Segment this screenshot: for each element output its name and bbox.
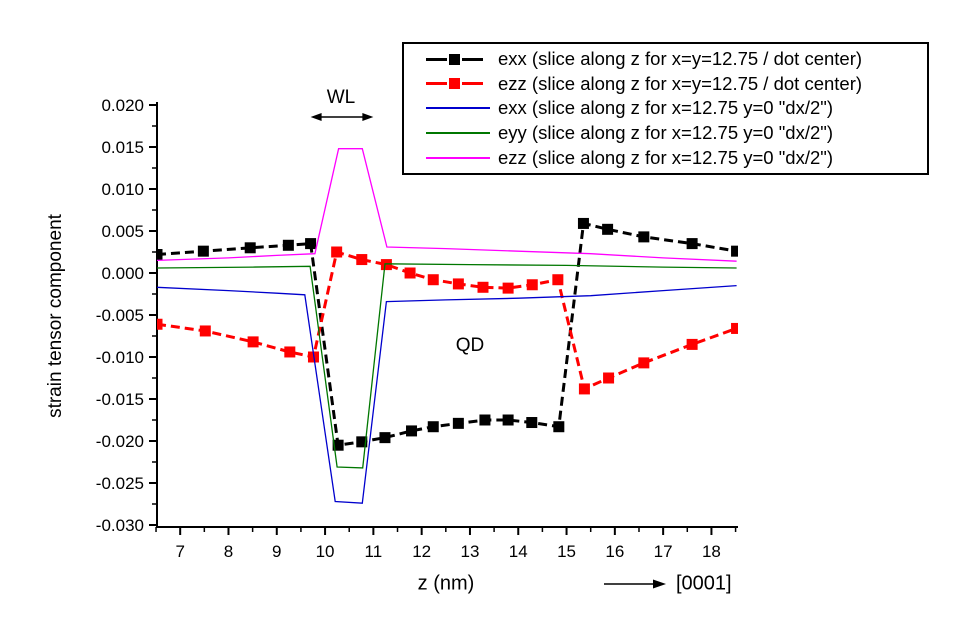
wl-arrowhead-right-icon bbox=[362, 113, 374, 121]
x-tick-label: 16 bbox=[605, 542, 624, 561]
x-tick-label: 15 bbox=[557, 542, 576, 561]
y-tick-label: 0.010 bbox=[101, 180, 144, 199]
wl-arrowhead-left-icon bbox=[310, 113, 322, 121]
series-marker bbox=[477, 281, 489, 293]
x-tick-label: 18 bbox=[702, 542, 721, 561]
series-marker bbox=[603, 372, 615, 384]
legend-sample-dash-square-icon bbox=[426, 78, 494, 90]
series-marker bbox=[686, 238, 698, 250]
series-marker bbox=[526, 417, 538, 429]
legend-sample-line-icon bbox=[426, 132, 494, 135]
series-line bbox=[157, 263, 737, 469]
series-marker bbox=[638, 231, 650, 243]
series-marker bbox=[157, 318, 163, 330]
y-tick-label: -0.010 bbox=[96, 348, 144, 367]
x-tick-label: 12 bbox=[412, 542, 431, 561]
series-marker bbox=[332, 439, 344, 451]
legend-item-exx-dx2: exx (slice along z for x=12.75 y=0 "dx/2… bbox=[426, 96, 927, 121]
series-line bbox=[157, 284, 737, 504]
series-marker bbox=[284, 346, 296, 358]
series-marker bbox=[452, 417, 464, 429]
y-tick-label: -0.020 bbox=[96, 432, 144, 451]
series-marker bbox=[638, 357, 650, 369]
x-tick-label: 14 bbox=[509, 542, 528, 561]
series-marker bbox=[502, 414, 514, 426]
series-marker bbox=[199, 325, 211, 337]
series-marker bbox=[379, 432, 391, 444]
series-marker bbox=[552, 274, 564, 286]
legend-label: exx (slice along z for x=12.75 y=0 "dx/2… bbox=[498, 97, 833, 119]
series-marker bbox=[502, 282, 514, 294]
x-tick-label: 7 bbox=[175, 542, 184, 561]
series-marker bbox=[247, 336, 259, 348]
x-tick-label: 10 bbox=[316, 542, 335, 561]
legend-item-ezz-dot-center: ezz (slice along z for x=y=12.75 / dot c… bbox=[426, 72, 927, 97]
legend-sample-line-icon bbox=[426, 107, 494, 110]
legend-box: exx (slice along z for x=y=12.75 / dot c… bbox=[402, 42, 929, 175]
legend-item-exx-dot-center: exx (slice along z for x=y=12.75 / dot c… bbox=[426, 47, 927, 72]
series-marker bbox=[404, 267, 416, 279]
series-marker bbox=[686, 338, 698, 350]
series-marker bbox=[577, 217, 589, 229]
series-marker bbox=[526, 279, 538, 291]
series-marker bbox=[356, 254, 368, 266]
series-marker bbox=[578, 383, 590, 395]
series-marker bbox=[452, 278, 464, 290]
legend-item-ezz-dx2: ezz (slice along z for x=12.75 y=0 "dx/2… bbox=[426, 145, 927, 170]
y-axis-title: strain tensor component bbox=[45, 214, 66, 418]
x-axis-title: z (nm) bbox=[417, 572, 475, 595]
series-marker bbox=[427, 421, 439, 433]
series-marker bbox=[553, 421, 565, 433]
x-tick-label: 9 bbox=[272, 542, 281, 561]
legend-sample-dash-square-icon bbox=[426, 53, 494, 65]
series-marker bbox=[157, 249, 163, 261]
x-tick-label: 13 bbox=[460, 542, 479, 561]
direction-arrowhead-icon bbox=[653, 579, 666, 589]
series-line bbox=[157, 250, 738, 392]
series-marker bbox=[731, 322, 738, 334]
legend-label: ezz (slice along z for x=y=12.75 / dot c… bbox=[498, 72, 863, 94]
y-tick-label: -0.015 bbox=[96, 390, 144, 409]
series-marker bbox=[244, 242, 256, 254]
series-marker bbox=[731, 245, 738, 257]
qd-annotation: QD bbox=[455, 335, 485, 356]
legend-item-eyy-dx2: eyy (slice along z for x=12.75 y=0 "dx/2… bbox=[426, 121, 927, 146]
series-line bbox=[157, 148, 737, 262]
y-tick-label: 0.020 bbox=[101, 96, 144, 115]
wl-annotation: WL bbox=[326, 87, 356, 108]
legend-label: exx (slice along z for x=y=12.75 / dot c… bbox=[498, 48, 863, 70]
series-marker bbox=[305, 238, 317, 250]
series-marker bbox=[380, 259, 392, 271]
series-marker bbox=[427, 274, 439, 286]
x-tick-label: 11 bbox=[365, 542, 383, 561]
direction-label: [0001] bbox=[676, 572, 732, 595]
series-marker bbox=[282, 239, 294, 251]
series-marker bbox=[197, 245, 209, 257]
y-tick-label: -0.025 bbox=[96, 474, 144, 493]
series-marker bbox=[356, 436, 368, 448]
x-tick-label: 8 bbox=[224, 542, 233, 561]
series-marker bbox=[406, 425, 418, 437]
y-tick-label: -0.005 bbox=[96, 306, 144, 325]
series-marker bbox=[479, 414, 491, 426]
series-marker bbox=[602, 223, 614, 235]
y-tick-label: 0.005 bbox=[101, 222, 144, 241]
legend-sample-line-icon bbox=[426, 156, 494, 159]
series-marker bbox=[331, 246, 343, 258]
legend-label: ezz (slice along z for x=12.75 y=0 "dx/2… bbox=[498, 146, 833, 168]
y-tick-label: 0.000 bbox=[101, 264, 144, 283]
y-tick-label: -0.030 bbox=[96, 516, 144, 535]
y-tick-label: 0.015 bbox=[101, 138, 144, 157]
legend-label: eyy (slice along z for x=12.75 y=0 "dx/2… bbox=[498, 122, 833, 144]
x-tick-label: 17 bbox=[654, 542, 673, 561]
